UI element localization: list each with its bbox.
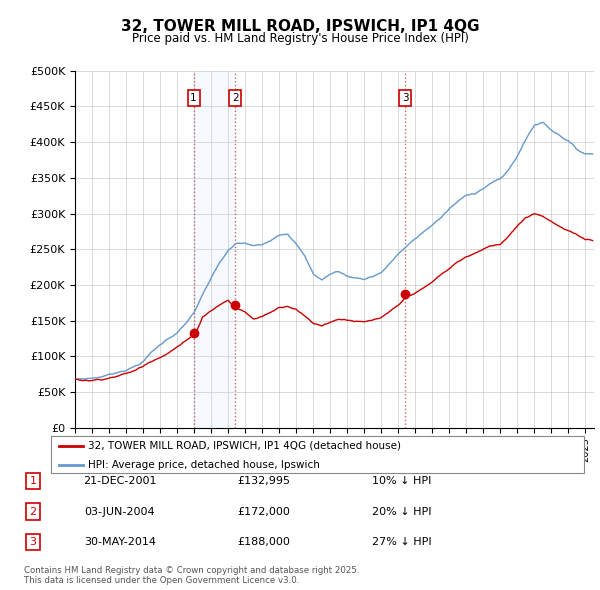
Text: £172,000: £172,000 [238, 507, 290, 516]
Text: 3: 3 [29, 537, 37, 547]
Text: Price paid vs. HM Land Registry's House Price Index (HPI): Price paid vs. HM Land Registry's House … [131, 32, 469, 45]
Text: £188,000: £188,000 [238, 537, 290, 547]
Text: 32, TOWER MILL ROAD, IPSWICH, IP1 4QG: 32, TOWER MILL ROAD, IPSWICH, IP1 4QG [121, 19, 479, 34]
Text: 30-MAY-2014: 30-MAY-2014 [84, 537, 156, 547]
Text: 20% ↓ HPI: 20% ↓ HPI [372, 507, 431, 516]
Text: 1: 1 [190, 93, 197, 103]
Text: 2: 2 [232, 93, 239, 103]
Bar [405, 71, 406, 428]
Text: 3: 3 [402, 93, 409, 103]
Text: 2: 2 [29, 507, 37, 516]
Text: Contains HM Land Registry data © Crown copyright and database right 2025.
This d: Contains HM Land Registry data © Crown c… [24, 566, 359, 585]
Bar [194, 71, 235, 428]
Text: HPI: Average price, detached house, Ipswich: HPI: Average price, detached house, Ipsw… [89, 460, 320, 470]
Text: £132,995: £132,995 [238, 476, 290, 486]
FancyBboxPatch shape [50, 437, 584, 473]
Text: 1: 1 [29, 476, 37, 486]
Text: 21-DEC-2001: 21-DEC-2001 [83, 476, 157, 486]
Text: 03-JUN-2004: 03-JUN-2004 [85, 507, 155, 516]
Text: 27% ↓ HPI: 27% ↓ HPI [372, 537, 431, 547]
Text: 32, TOWER MILL ROAD, IPSWICH, IP1 4QG (detached house): 32, TOWER MILL ROAD, IPSWICH, IP1 4QG (d… [89, 441, 401, 451]
Text: 10% ↓ HPI: 10% ↓ HPI [372, 476, 431, 486]
